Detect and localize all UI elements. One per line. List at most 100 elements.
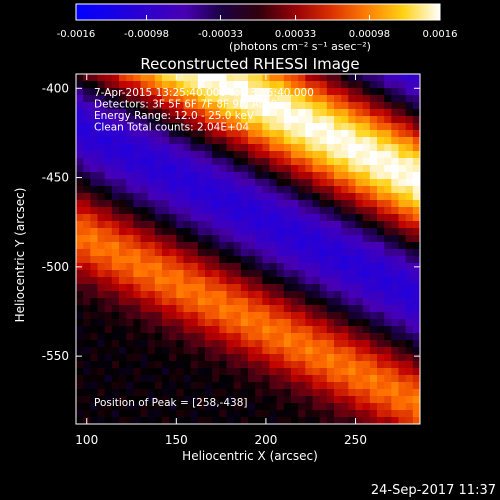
heatmap-cell bbox=[319, 319, 328, 327]
heatmap-cell bbox=[147, 417, 156, 424]
heatmap-cell bbox=[255, 333, 263, 341]
heatmap-cell bbox=[90, 410, 99, 418]
colorbar-tick-labels: -0.0016 -0.00098 -0.00033 0.00033 0.00098 0.0… bbox=[57, 29, 458, 40]
heatmap-cell bbox=[162, 256, 170, 264]
heatmap-cell bbox=[262, 298, 271, 306]
heatmap-cell bbox=[97, 256, 106, 264]
heatmap-cell bbox=[276, 375, 285, 383]
heatmap-cell bbox=[377, 102, 385, 110]
heatmap-cell bbox=[319, 193, 328, 201]
heatmap-cell bbox=[312, 382, 321, 390]
y-axis-ticks bbox=[76, 87, 420, 357]
heatmap-cell bbox=[190, 298, 199, 306]
heatmap-cell bbox=[233, 242, 242, 250]
heatmap-cell bbox=[355, 333, 364, 341]
heatmap-cell bbox=[283, 228, 292, 236]
heatmap-cell bbox=[169, 102, 177, 110]
heatmap-cell bbox=[248, 361, 256, 369]
heatmap-cell bbox=[298, 249, 306, 257]
heatmap-cell bbox=[398, 74, 407, 82]
heatmap-cell bbox=[398, 396, 407, 404]
heatmap-cell bbox=[212, 172, 220, 180]
heatmap-cell bbox=[248, 137, 256, 145]
heatmap-cell bbox=[233, 389, 242, 397]
heatmap-cell bbox=[291, 396, 299, 404]
heatmap-cell bbox=[248, 109, 256, 117]
heatmap-cell bbox=[83, 277, 91, 285]
heatmap-cell bbox=[305, 137, 314, 145]
heatmap-cell bbox=[147, 193, 156, 201]
heatmap-cell bbox=[248, 305, 256, 313]
heatmap-cell bbox=[255, 151, 263, 159]
heatmap-cell bbox=[240, 361, 249, 369]
heatmap-cell bbox=[412, 410, 420, 418]
heatmap-cell bbox=[176, 130, 185, 138]
heatmap-cell bbox=[305, 249, 314, 257]
heatmap-cell bbox=[283, 235, 292, 243]
heatmap-cell bbox=[233, 361, 242, 369]
heatmap-cell bbox=[248, 340, 256, 348]
heatmap-cell bbox=[176, 158, 185, 166]
heatmap-cell bbox=[190, 81, 199, 89]
heatmap-cell bbox=[412, 417, 420, 424]
heatmap-cell bbox=[384, 235, 392, 243]
heatmap-cell bbox=[183, 298, 192, 306]
heatmap-cell bbox=[176, 193, 185, 201]
heatmap-cell bbox=[226, 109, 235, 117]
heatmap-cell bbox=[348, 81, 357, 89]
heatmap-cell bbox=[76, 305, 84, 313]
heatmap-cell bbox=[384, 270, 392, 278]
heatmap-cell bbox=[147, 151, 156, 159]
heatmap-cell bbox=[341, 137, 349, 145]
heatmap-cell bbox=[348, 200, 357, 208]
heatmap-cell bbox=[312, 193, 321, 201]
heatmap-cell bbox=[355, 81, 364, 89]
heatmap-cell bbox=[133, 389, 142, 397]
heatmap-cell bbox=[119, 347, 127, 355]
heatmap-cell bbox=[190, 340, 199, 348]
heatmap-cell bbox=[262, 291, 271, 299]
heatmap-cell bbox=[169, 165, 177, 173]
heatmap-cell bbox=[362, 179, 371, 187]
heatmap-cell bbox=[384, 109, 392, 117]
heatmap-cell bbox=[269, 347, 278, 355]
heatmap-cell bbox=[219, 81, 228, 89]
heatmap-cell bbox=[119, 186, 127, 194]
heatmap-cell bbox=[83, 312, 91, 320]
heatmap-cell bbox=[233, 305, 242, 313]
heatmap-cell bbox=[283, 410, 292, 418]
heatmap-cell bbox=[154, 319, 163, 327]
heatmap-cell bbox=[269, 361, 278, 369]
heatmap-cell bbox=[248, 263, 256, 271]
heatmap-cell bbox=[212, 417, 220, 424]
heatmap-cell bbox=[169, 417, 177, 424]
heatmap-cell bbox=[319, 235, 328, 243]
heatmap-cell bbox=[76, 361, 84, 369]
annotation-line: Clean Total counts: 2.04E+04 bbox=[94, 122, 249, 134]
y-axis-tick-labels: -400-450-500-550 bbox=[42, 81, 69, 363]
heatmap-cell bbox=[334, 326, 342, 334]
heatmap-cell bbox=[154, 151, 163, 159]
heatmap-cell bbox=[219, 319, 228, 327]
heatmap-cell bbox=[312, 179, 321, 187]
heatmap-cell bbox=[312, 263, 321, 271]
heatmap-cell bbox=[362, 102, 371, 110]
heatmap-cell bbox=[334, 249, 342, 257]
heatmap-cell bbox=[262, 340, 271, 348]
heatmap-cell bbox=[162, 361, 170, 369]
heatmap-cell bbox=[298, 193, 306, 201]
heatmap-cell bbox=[369, 361, 378, 369]
heatmap-cell bbox=[154, 193, 163, 201]
heatmap-cell bbox=[190, 333, 199, 341]
heatmap-cell bbox=[162, 130, 170, 138]
heatmap-cell bbox=[119, 165, 127, 173]
heatmap-cell bbox=[362, 235, 371, 243]
heatmap-cell bbox=[97, 291, 106, 299]
heatmap-cell bbox=[298, 172, 306, 180]
plot-frame bbox=[75, 73, 421, 425]
heatmap-cell bbox=[398, 95, 407, 103]
heatmap-cell bbox=[305, 74, 314, 82]
heatmap-cell bbox=[384, 88, 392, 96]
heatmap-cell bbox=[355, 312, 364, 320]
heatmap-cell bbox=[140, 403, 149, 411]
